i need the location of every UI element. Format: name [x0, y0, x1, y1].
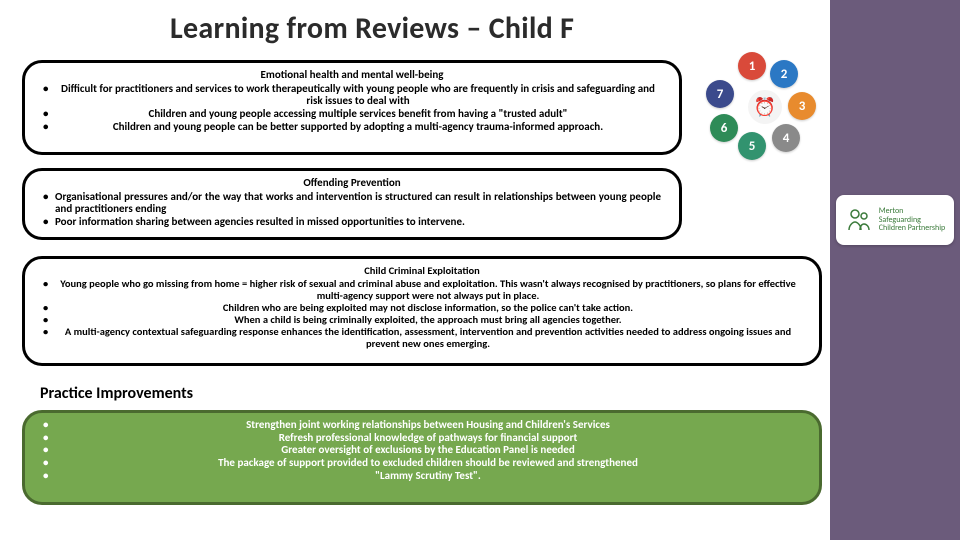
panel1-item: Children and young people accessing mult…	[43, 108, 661, 121]
cluster-petal: 6	[710, 114, 738, 142]
panel2-item: Poor information sharing between agencie…	[43, 216, 661, 229]
practice-improvements-heading: Practice Improvements	[40, 384, 193, 403]
panel3-list: Young people who go missing from home = …	[43, 278, 801, 350]
panel4-item: The package of support provided to exclu…	[43, 457, 801, 470]
panel2-list: Organisational pressures and/or the way …	[43, 191, 661, 229]
numbered-circle-icon: ⏰ 1234567	[710, 52, 820, 162]
slide: Learning from Reviews – Child F Emotiona…	[0, 0, 960, 540]
panel-offending-prevention: Offending Prevention Organisational pres…	[22, 168, 682, 240]
sidebar-accent	[830, 0, 960, 540]
panel-child-criminal-exploitation: Child Criminal Exploitation Young people…	[22, 256, 822, 366]
cluster-petal: 7	[706, 80, 734, 108]
panel4-item: "Lammy Scrutiny Test".	[43, 470, 801, 483]
panel2-heading: Offending Prevention	[43, 177, 661, 190]
panel1-item: Children and young people can be better …	[43, 121, 661, 134]
panel1-list: Difficult for practitioners and services…	[43, 83, 661, 134]
cluster-petal: 5	[738, 132, 766, 160]
panel2-item: Organisational pressures and/or the way …	[43, 191, 661, 216]
panel3-heading: Child Criminal Exploitation	[43, 265, 801, 277]
panel-emotional-health: Emotional health and mental well-being D…	[22, 60, 682, 155]
partnership-logo: Merton Safeguarding Children Partnership	[836, 195, 954, 245]
cluster-petal: 1	[738, 52, 766, 80]
panel1-heading: Emotional health and mental well-being	[43, 69, 661, 82]
panel4-list: Strengthen joint working relationships b…	[43, 419, 801, 482]
panel3-item: A multi-agency contextual safeguarding r…	[43, 326, 801, 350]
logo-line: Children Partnership	[879, 224, 946, 232]
people-icon	[845, 206, 873, 234]
cluster-petal: 3	[788, 92, 816, 120]
panel-practice-improvements: Strengthen joint working relationships b…	[22, 410, 822, 505]
clock-icon: ⏰	[748, 90, 782, 124]
cluster-petal: 2	[770, 60, 798, 88]
logo-text: Merton Safeguarding Children Partnership	[879, 207, 946, 232]
panel4-item: Strengthen joint working relationships b…	[43, 419, 801, 432]
panel3-item: Young people who go missing from home = …	[43, 278, 801, 302]
slide-title: Learning from Reviews – Child F	[170, 10, 574, 47]
cluster-petal: 4	[772, 124, 800, 152]
panel1-item: Difficult for practitioners and services…	[43, 83, 661, 108]
